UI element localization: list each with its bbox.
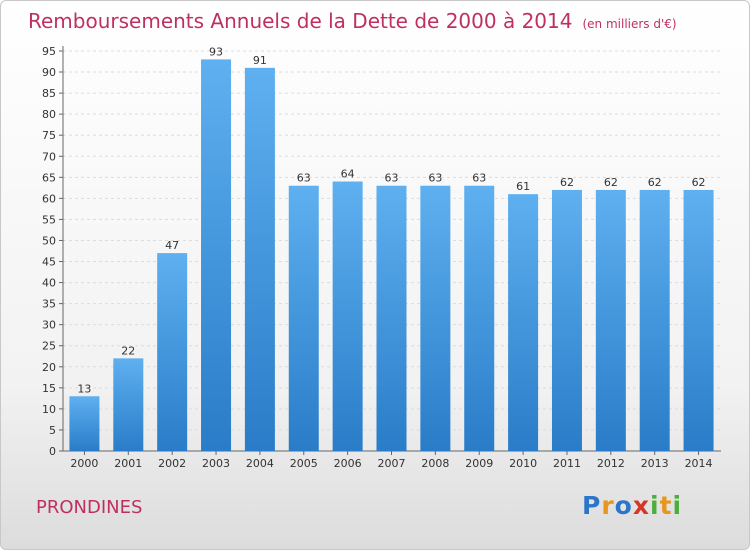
x-tick-label: 2008 <box>421 457 449 470</box>
y-tick-label: 15 <box>42 382 56 395</box>
bar <box>157 253 188 451</box>
x-tick-label: 2000 <box>70 457 98 470</box>
y-tick-label: 50 <box>42 234 56 247</box>
logo-letter: i <box>672 491 683 520</box>
x-tick-label: 2011 <box>553 457 581 470</box>
y-tick-label: 35 <box>42 298 56 311</box>
chart-title-text: Remboursements Annuels de la Dette de 20… <box>28 9 573 33</box>
bar <box>201 59 232 451</box>
y-tick-label: 40 <box>42 277 56 290</box>
y-tick-label: 25 <box>42 340 56 353</box>
x-tick-label: 2005 <box>290 457 318 470</box>
x-tick-label: 2014 <box>685 457 713 470</box>
bar-value-label: 62 <box>692 176 706 189</box>
bar-value-label: 62 <box>560 176 574 189</box>
y-tick-label: 10 <box>42 403 56 416</box>
bar-value-label: 63 <box>385 172 399 185</box>
logo-letter: o <box>614 491 633 520</box>
x-tick-label: 2001 <box>114 457 142 470</box>
logo-letter: x <box>632 491 650 520</box>
bar <box>464 185 495 451</box>
bar <box>420 185 451 451</box>
logo-letter: r <box>601 491 615 520</box>
y-tick-label: 75 <box>42 129 56 142</box>
y-tick-label: 0 <box>49 445 56 458</box>
bar-value-label: 62 <box>648 176 662 189</box>
bar <box>595 189 626 451</box>
logo-letter: P <box>582 491 602 520</box>
x-tick-label: 2009 <box>465 457 493 470</box>
bar-value-label: 91 <box>253 54 267 67</box>
y-tick-label: 65 <box>42 171 56 184</box>
bar <box>508 194 539 451</box>
logo-letter: i <box>650 491 660 520</box>
logo-letter: t <box>659 491 673 520</box>
bar-value-label: 63 <box>297 172 311 185</box>
chart-title: Remboursements Annuels de la Dette de 20… <box>28 9 677 33</box>
y-tick-label: 60 <box>42 192 56 205</box>
bar-value-label: 62 <box>604 176 618 189</box>
chart-subtitle: (en milliers d'€) <box>582 17 677 31</box>
y-tick-label: 85 <box>42 87 56 100</box>
bar <box>288 185 319 451</box>
bar <box>69 396 100 451</box>
x-tick-label: 2004 <box>246 457 274 470</box>
y-tick-label: 20 <box>42 361 56 374</box>
bar-value-label: 93 <box>209 45 223 58</box>
bar <box>551 189 582 451</box>
bar-value-label: 47 <box>165 239 179 252</box>
bar-value-label: 61 <box>516 180 530 193</box>
bar <box>683 189 714 451</box>
bar <box>376 185 407 451</box>
x-tick-label: 2010 <box>509 457 537 470</box>
y-tick-label: 70 <box>42 150 56 163</box>
y-tick-label: 5 <box>49 424 56 437</box>
y-tick-label: 95 <box>42 45 56 58</box>
bar-value-label: 22 <box>121 344 135 357</box>
proxiti-logo: Proxiti <box>582 491 682 520</box>
x-tick-label: 2003 <box>202 457 230 470</box>
x-tick-label: 2002 <box>158 457 186 470</box>
y-tick-label: 45 <box>42 256 56 269</box>
x-tick-label: 2007 <box>378 457 406 470</box>
bar-value-label: 13 <box>77 382 91 395</box>
bar <box>639 189 670 451</box>
y-tick-label: 80 <box>42 108 56 121</box>
y-tick-label: 55 <box>42 213 56 226</box>
y-tick-label: 30 <box>42 319 56 332</box>
commune-name: PRONDINES <box>36 497 143 518</box>
bar <box>244 67 275 451</box>
bar <box>113 358 144 451</box>
bar-value-label: 64 <box>341 168 355 181</box>
bar-value-label: 63 <box>428 172 442 185</box>
bar <box>332 181 363 452</box>
x-tick-label: 2013 <box>641 457 669 470</box>
x-tick-label: 2006 <box>334 457 362 470</box>
y-tick-label: 90 <box>42 66 56 79</box>
bar-value-label: 63 <box>472 172 486 185</box>
x-tick-label: 2012 <box>597 457 625 470</box>
